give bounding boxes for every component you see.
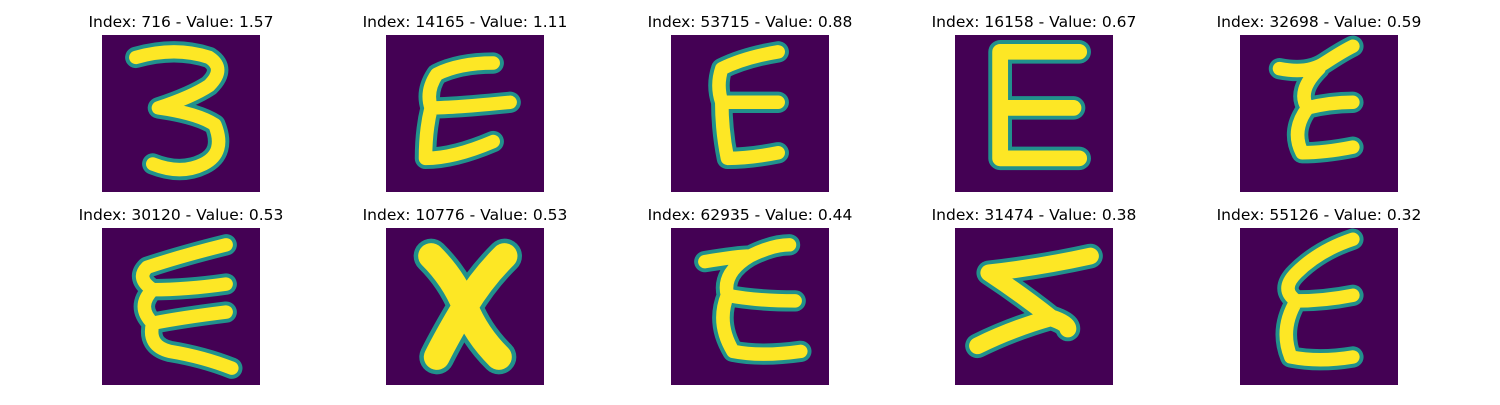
digit-image [102,228,260,385]
panel-6: Index: 30120 - Value: 0.53 [61,205,301,405]
panel-3: Index: 53715 - Value: 0.88 [630,12,870,212]
digit-image [1240,228,1398,385]
panel-4: Index: 16158 - Value: 0.67 [914,12,1154,212]
panel-7: Index: 10776 - Value: 0.53 [345,205,585,405]
panel-title: Index: 53715 - Value: 0.88 [647,13,853,31]
panel-title: Index: 32698 - Value: 0.59 [1216,13,1422,31]
panel-title: Index: 62935 - Value: 0.44 [647,206,853,224]
panel-title: Index: 30120 - Value: 0.53 [78,206,284,224]
digit-image [955,228,1113,385]
digit-image [102,35,260,192]
panel-title: Index: 16158 - Value: 0.67 [931,13,1137,31]
panel-10: Index: 55126 - Value: 0.32 [1199,205,1439,405]
panel-1: Index: 716 - Value: 1.57 [61,12,301,212]
panel-title: Index: 31474 - Value: 0.38 [931,206,1137,224]
digit-image [955,35,1113,192]
digit-image [386,35,544,192]
panel-title: Index: 716 - Value: 1.57 [88,13,274,31]
digit-image [386,228,544,385]
panel-title: Index: 10776 - Value: 0.53 [362,206,568,224]
panel-8: Index: 62935 - Value: 0.44 [630,205,870,405]
panel-5: Index: 32698 - Value: 0.59 [1199,12,1439,212]
panel-title: Index: 55126 - Value: 0.32 [1216,206,1422,224]
digit-image [671,35,829,192]
digit-image [671,228,829,385]
panel-9: Index: 31474 - Value: 0.38 [914,205,1154,405]
panel-title: Index: 14165 - Value: 1.11 [362,13,568,31]
digit-image [1240,35,1398,192]
panel-2: Index: 14165 - Value: 1.11 [345,12,585,212]
